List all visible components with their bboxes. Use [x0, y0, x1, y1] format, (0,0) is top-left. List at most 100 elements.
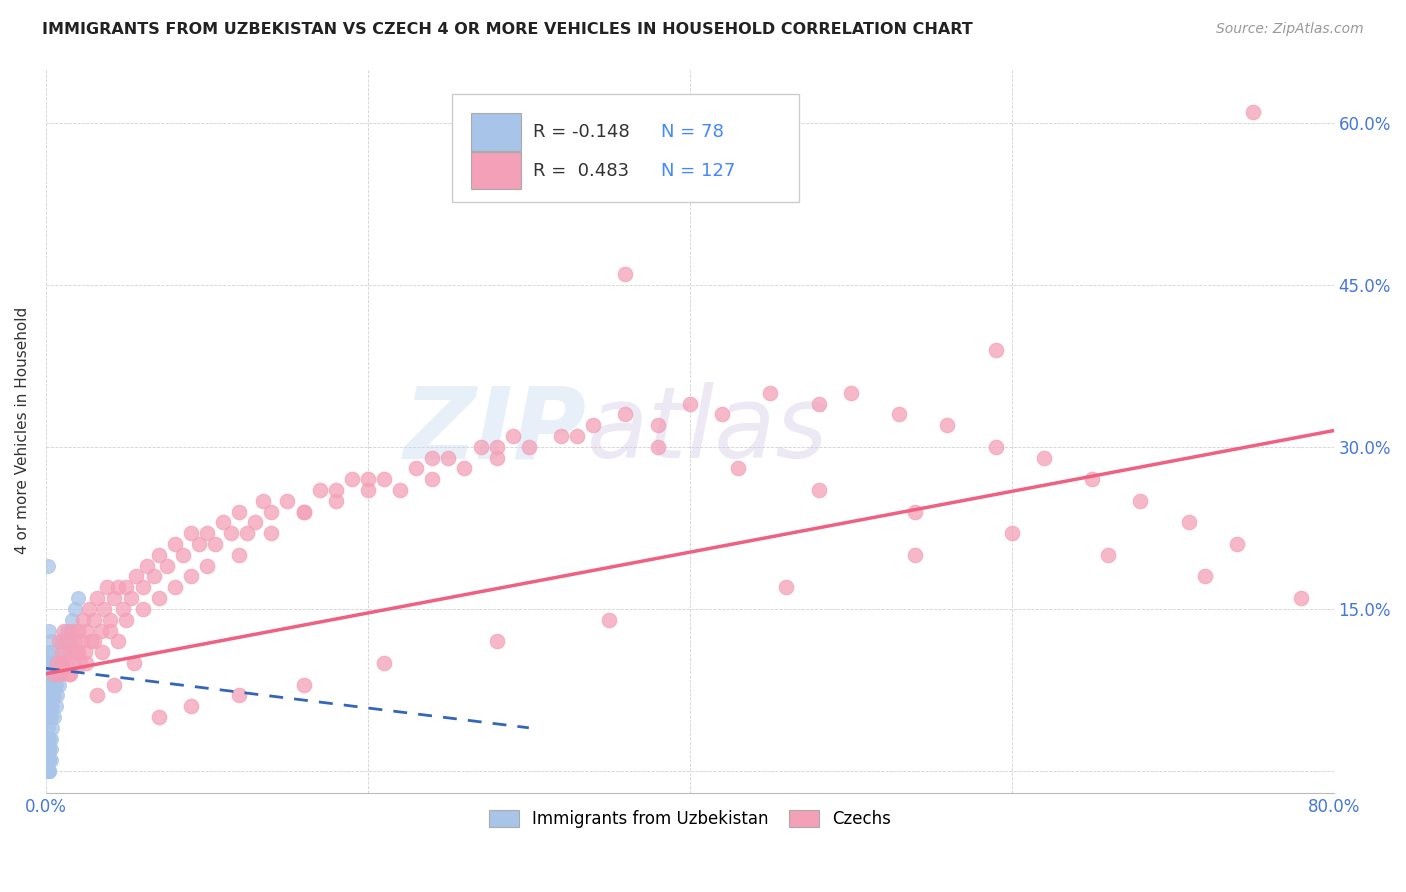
- Point: [63, 602, 86, 616]
- Point: [98, 613, 121, 627]
- Point: [37, 764, 59, 778]
- Point: [292, 505, 315, 519]
- Point: [1129, 493, 1152, 508]
- Point: [260, 505, 283, 519]
- Point: [420, 450, 443, 465]
- Point: [38, 764, 60, 778]
- Text: N = 78: N = 78: [661, 123, 724, 141]
- Point: [37, 764, 59, 778]
- Point: [614, 267, 637, 281]
- Point: [219, 526, 242, 541]
- Point: [485, 450, 508, 465]
- Point: [204, 537, 226, 551]
- Point: [1097, 548, 1119, 562]
- Point: [37, 764, 59, 778]
- Point: [38, 689, 60, 703]
- Point: [59, 624, 82, 638]
- Point: [37, 710, 59, 724]
- Point: [58, 666, 80, 681]
- Point: [148, 710, 170, 724]
- Point: [1081, 472, 1104, 486]
- Point: [389, 483, 412, 497]
- Point: [807, 483, 830, 497]
- Point: [125, 569, 148, 583]
- Point: [37, 764, 59, 778]
- Point: [340, 472, 363, 486]
- Point: [373, 472, 395, 486]
- Point: [180, 699, 202, 714]
- Point: [37, 677, 59, 691]
- Point: [565, 429, 588, 443]
- Point: [904, 505, 927, 519]
- Point: [38, 677, 60, 691]
- Point: [163, 580, 186, 594]
- Point: [39, 699, 62, 714]
- Point: [37, 764, 59, 778]
- Point: [136, 558, 159, 573]
- Point: [142, 569, 165, 583]
- Text: atlas: atlas: [586, 382, 828, 479]
- Point: [103, 591, 125, 606]
- Point: [38, 666, 60, 681]
- Point: [839, 385, 862, 400]
- Point: [148, 548, 170, 562]
- Point: [245, 516, 267, 530]
- Point: [67, 591, 90, 606]
- Point: [58, 634, 80, 648]
- Point: [59, 666, 82, 681]
- Point: [83, 613, 105, 627]
- Point: [38, 710, 60, 724]
- Point: [41, 666, 63, 681]
- Point: [357, 483, 380, 497]
- Point: [75, 656, 97, 670]
- Point: [38, 742, 60, 756]
- Point: [260, 526, 283, 541]
- Point: [614, 408, 637, 422]
- Point: [41, 721, 63, 735]
- Point: [42, 666, 65, 681]
- Point: [69, 656, 91, 670]
- Point: [984, 440, 1007, 454]
- Point: [65, 645, 87, 659]
- Point: [103, 677, 125, 691]
- Point: [86, 689, 108, 703]
- Point: [936, 418, 959, 433]
- Point: [485, 634, 508, 648]
- Point: [41, 689, 63, 703]
- Point: [39, 753, 62, 767]
- Point: [56, 624, 79, 638]
- Point: [38, 624, 60, 638]
- Point: [120, 591, 142, 606]
- Point: [38, 731, 60, 746]
- Point: [679, 396, 702, 410]
- Point: [180, 569, 202, 583]
- Point: [86, 591, 108, 606]
- Point: [42, 710, 65, 724]
- Point: [276, 493, 298, 508]
- Point: [45, 699, 67, 714]
- Point: [228, 505, 250, 519]
- Point: [807, 396, 830, 410]
- Point: [148, 591, 170, 606]
- Point: [775, 580, 797, 594]
- Point: [759, 385, 782, 400]
- Point: [39, 677, 62, 691]
- FancyBboxPatch shape: [451, 94, 799, 202]
- Point: [124, 656, 146, 670]
- Point: [38, 753, 60, 767]
- Point: [49, 666, 72, 681]
- Point: [48, 677, 70, 691]
- Point: [37, 731, 59, 746]
- Point: [37, 721, 59, 735]
- Point: [115, 580, 138, 594]
- Point: [582, 418, 605, 433]
- Point: [41, 645, 63, 659]
- Point: [107, 634, 129, 648]
- Point: [98, 624, 121, 638]
- Point: [37, 764, 59, 778]
- Point: [984, 343, 1007, 357]
- Point: [195, 526, 218, 541]
- Point: [37, 699, 59, 714]
- Point: [37, 742, 59, 756]
- Text: Source: ZipAtlas.com: Source: ZipAtlas.com: [1216, 22, 1364, 37]
